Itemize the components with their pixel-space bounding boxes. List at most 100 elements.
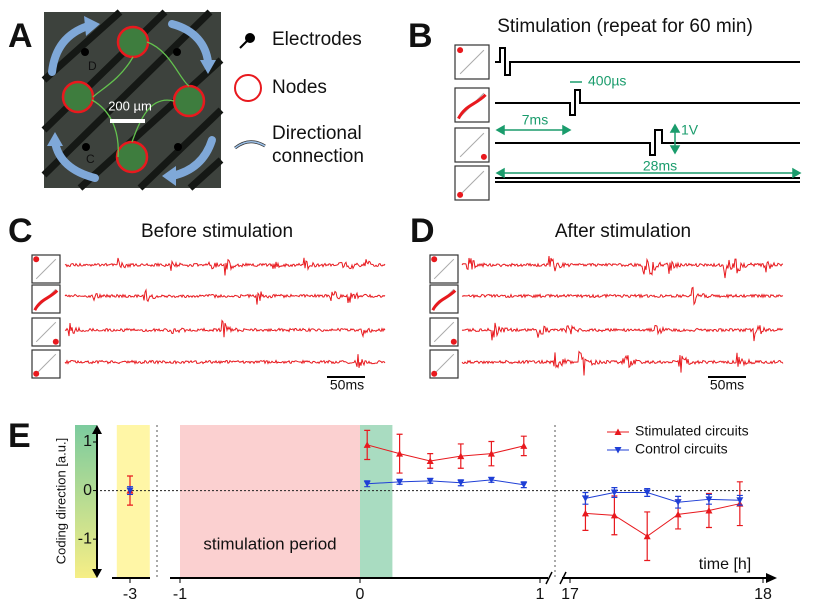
icon-dot [431, 256, 438, 263]
y-tick-label: -1 [78, 530, 92, 547]
legend-text: Nodes [272, 77, 327, 98]
legend-marker [614, 447, 622, 454]
x-tick-label: 17 [561, 586, 579, 603]
annotation: 400µs [588, 73, 626, 89]
recording-trace [64, 354, 386, 368]
region-label: stimulation period [203, 534, 336, 553]
icon-highlight [431, 289, 457, 311]
series-line [585, 492, 740, 503]
electrode-icon [454, 44, 490, 80]
data-point [396, 450, 404, 457]
legend-text: Electrodes [272, 29, 362, 50]
electrode-icon [31, 317, 61, 347]
icon-dot [450, 338, 457, 345]
legend-marker [614, 428, 622, 435]
axis-arrow [92, 569, 102, 578]
icon-path [433, 353, 455, 375]
shaded-region [360, 425, 393, 578]
shaded-region [116, 425, 150, 578]
data-point [363, 480, 371, 488]
x-tick-label: -1 [173, 586, 187, 603]
electrode-icon [429, 284, 459, 314]
panel-letter: C [8, 212, 33, 250]
electrode-icon [31, 284, 61, 314]
icon-path [433, 258, 455, 280]
icon-dot [52, 338, 59, 345]
data-point [426, 457, 434, 464]
icon-dot [33, 256, 40, 263]
data-point [705, 506, 713, 514]
data-point [581, 495, 589, 502]
legend-label: Control circuits [635, 441, 728, 457]
data-point [674, 499, 682, 506]
x-tick-label: 1 [536, 586, 545, 603]
icon-highlight [33, 289, 59, 311]
data-point [487, 450, 495, 457]
electrode-label: C [86, 152, 95, 166]
stimulation-traces [495, 47, 800, 183]
x-tick-label: -3 [123, 586, 137, 603]
icon-path [35, 353, 57, 375]
data-point [426, 477, 434, 485]
colorbar [75, 425, 97, 578]
legend-label: Stimulated circuits [635, 423, 749, 439]
panel-title: Before stimulation [141, 221, 293, 242]
series-line [367, 444, 524, 462]
electrode-icon [429, 317, 459, 347]
panel-title: After stimulation [555, 221, 691, 242]
recording-trace [64, 257, 386, 276]
axis-break-mark [545, 571, 553, 585]
icon-path [35, 258, 57, 280]
electrode-icon [454, 87, 490, 123]
icon-path [433, 321, 455, 343]
shaded-region [180, 425, 360, 578]
annotation: 7ms [522, 112, 548, 128]
data-point [487, 476, 495, 484]
icon-highlight [457, 93, 487, 120]
axis-break-mark [559, 571, 567, 585]
data-point [126, 487, 134, 495]
electrode-icon [429, 254, 459, 284]
electrode-icon [429, 349, 459, 379]
data-point [520, 442, 528, 449]
y-tick-label: 1 [83, 433, 92, 450]
data-point [520, 481, 528, 489]
x-axis-label: time [h] [699, 556, 751, 573]
data-point [457, 479, 465, 487]
data-point [610, 489, 618, 497]
annotation: 28ms [643, 158, 677, 174]
icon-dot [457, 47, 464, 54]
recording-trace [461, 350, 784, 376]
legend-text: connection [272, 146, 364, 167]
recording-trace [461, 322, 784, 342]
x-tick-label: 18 [754, 586, 772, 603]
icon-dot [457, 191, 464, 198]
icon-dot [431, 370, 438, 377]
recording-trace [461, 256, 784, 279]
panel-letter: B [408, 17, 433, 55]
data-point [674, 510, 682, 518]
recording-trace [461, 286, 784, 306]
data-point [736, 497, 744, 504]
axis-arrow [766, 573, 777, 583]
data-point [705, 496, 713, 503]
legend-icons [234, 33, 266, 150]
y-axis-label: Coding direction [a.u.] [53, 438, 68, 564]
icon-path [459, 132, 485, 158]
series-line [367, 479, 524, 486]
scale-bar-label: 50ms [330, 377, 364, 393]
x-tick-label: 0 [356, 586, 365, 603]
panel-letter: D [410, 212, 435, 250]
panel-letter: A [8, 17, 33, 55]
icon-dot [480, 153, 487, 160]
microscope-image [41, 9, 224, 191]
data-point [581, 509, 589, 517]
series-line [585, 503, 740, 537]
electrode-icon [454, 127, 490, 163]
icon-path [35, 321, 57, 343]
electrode-label: D [88, 59, 97, 73]
data-point [643, 489, 651, 497]
annotation: 1V [681, 122, 699, 138]
data-point [363, 441, 371, 448]
legend-text: Directional [272, 123, 362, 144]
